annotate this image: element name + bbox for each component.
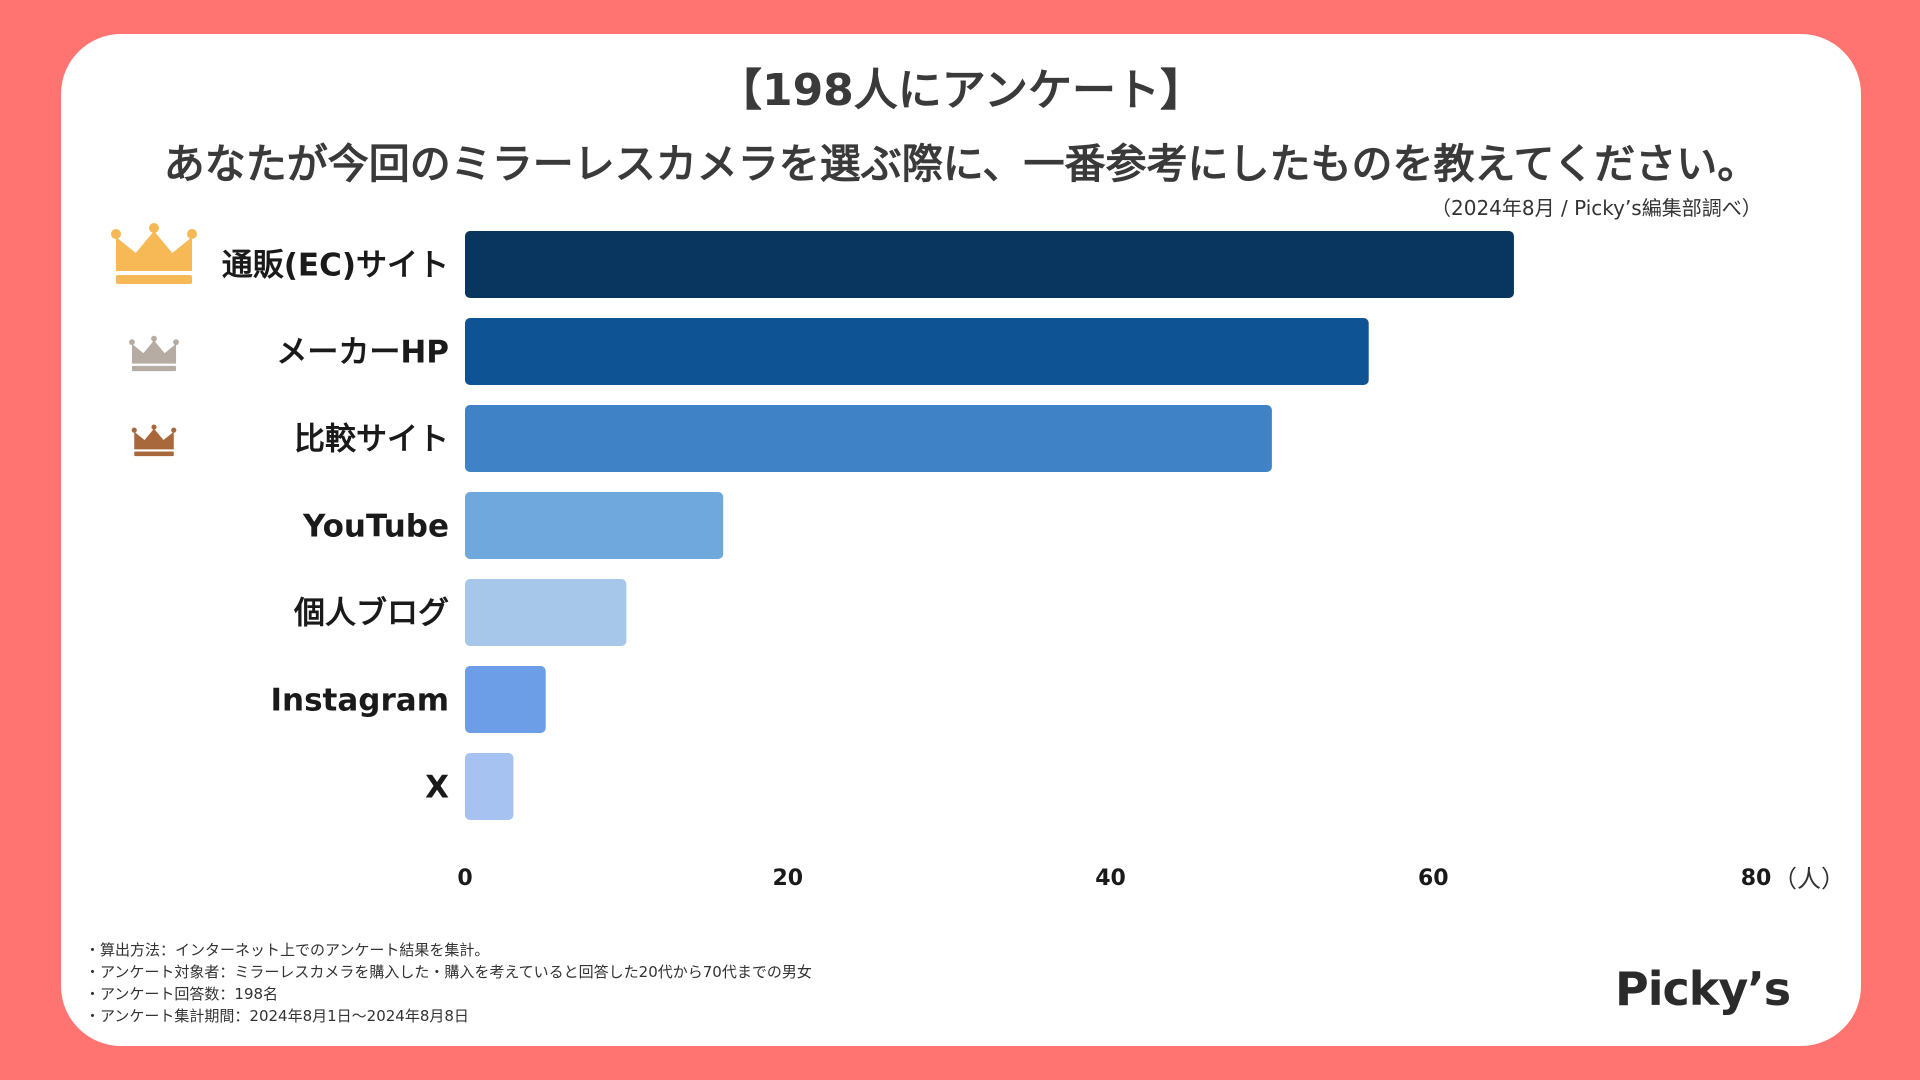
x-tick-label-2: 40 (1095, 866, 1126, 891)
bar-2 (465, 405, 1272, 472)
survey-notes: ・算出方法：インターネット上でのアンケート結果を集計。 ・アンケート対象者：ミラ… (85, 939, 812, 1027)
note-period: ・アンケート集計期間：2024年8月1日〜2024年8月8日 (85, 1007, 469, 1025)
category-label-3: YouTube (302, 509, 449, 545)
crown-bronze-icon (131, 424, 177, 457)
x-axis-unit-label: （人） (1773, 865, 1845, 893)
crown-silver-icon (129, 335, 179, 372)
bar-6 (465, 753, 514, 820)
picky-logo: Picky’s (1615, 962, 1791, 1016)
chart-card: 【198人にアンケート】 あなたが今回のミラーレスカメラを選ぶ際に、一番参考にし… (61, 34, 1861, 1046)
bar-5 (465, 666, 546, 733)
bar-0 (465, 231, 1514, 298)
bar-4 (465, 579, 627, 646)
bar-1 (465, 318, 1369, 385)
note-method: ・算出方法：インターネット上でのアンケート結果を集計。 (85, 941, 490, 959)
category-label-1: メーカーHP (276, 335, 449, 371)
x-tick-label-3: 60 (1418, 866, 1449, 891)
category-label-4: 個人ブログ (293, 596, 449, 632)
category-label-5: Instagram (271, 683, 450, 719)
category-label-0: 通販(EC)サイト (222, 248, 449, 284)
category-label-2: 比較サイト (294, 422, 449, 458)
category-label-6: X (425, 770, 449, 806)
chart-title: 【198人にアンケート】 (717, 65, 1205, 116)
note-count: ・アンケート回答数：198名 (85, 985, 279, 1003)
source-note: （2024年8月 / Picky’s編集部調べ） (1431, 196, 1762, 220)
bar-3 (465, 492, 724, 559)
crown-gold-icon (111, 223, 197, 284)
x-tick-label-0: 0 (457, 866, 472, 891)
x-tick-label-1: 20 (772, 866, 803, 891)
survey-question: あなたが今回のミラーレスカメラを選ぶ際に、一番参考にしたものを教えてください。 (163, 140, 1759, 188)
x-tick-label-4: 80 (1741, 866, 1772, 891)
note-target: ・アンケート対象者：ミラーレスカメラを購入した・購入を考えていると回答した20代… (85, 963, 812, 981)
